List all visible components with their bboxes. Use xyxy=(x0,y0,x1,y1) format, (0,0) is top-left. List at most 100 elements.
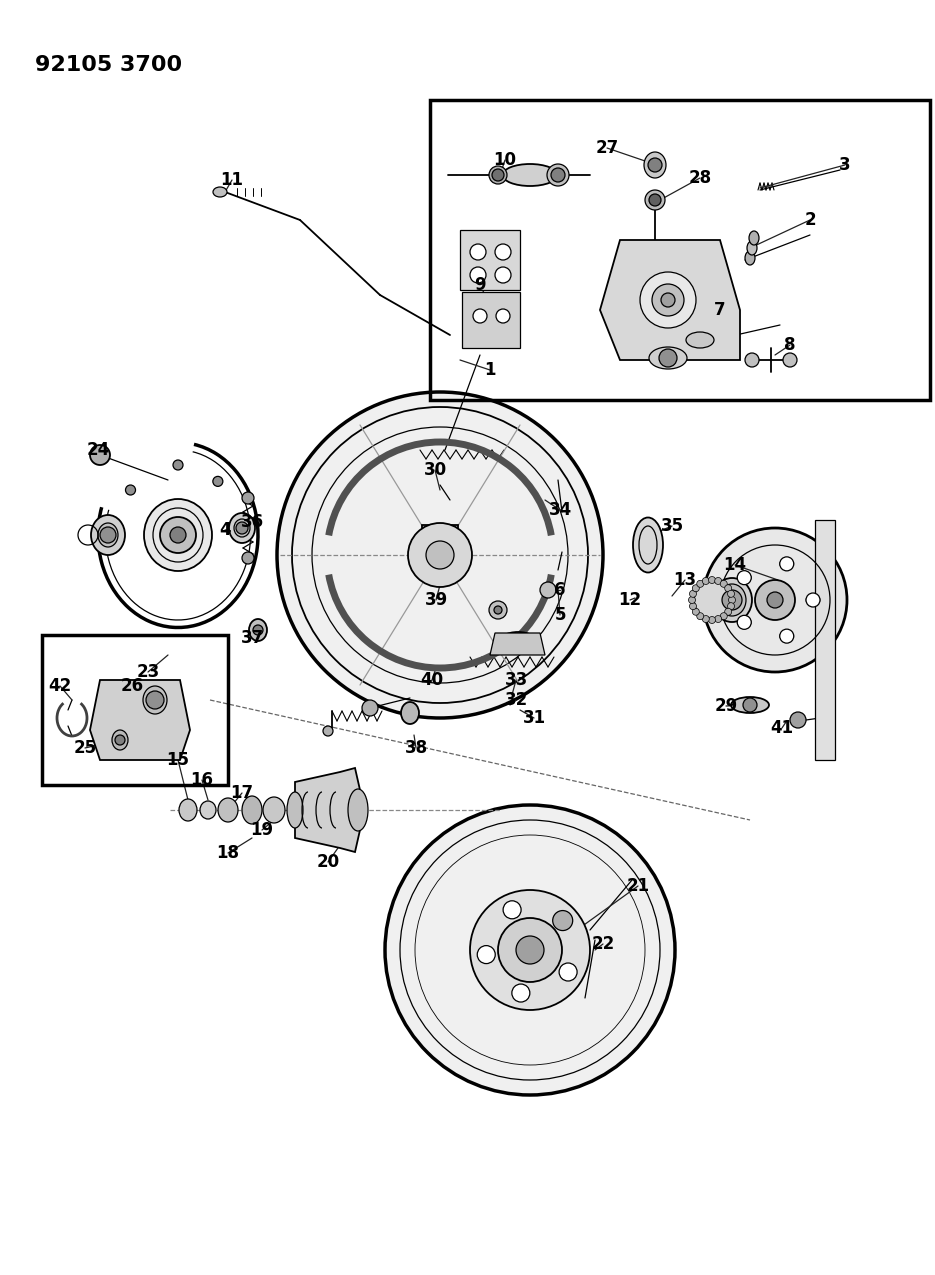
Circle shape xyxy=(780,629,794,643)
Circle shape xyxy=(362,700,378,717)
Text: 39: 39 xyxy=(424,592,448,609)
Text: 3: 3 xyxy=(840,156,851,173)
Circle shape xyxy=(714,616,722,622)
Text: 38: 38 xyxy=(405,740,427,757)
Ellipse shape xyxy=(806,595,820,606)
Circle shape xyxy=(489,601,507,618)
Circle shape xyxy=(649,194,661,207)
Text: 42: 42 xyxy=(49,677,72,695)
Ellipse shape xyxy=(263,797,285,822)
Ellipse shape xyxy=(644,152,666,179)
Circle shape xyxy=(496,309,510,323)
Circle shape xyxy=(659,349,677,367)
Ellipse shape xyxy=(98,523,118,547)
Text: 6: 6 xyxy=(554,581,566,599)
Text: 41: 41 xyxy=(770,719,794,737)
Circle shape xyxy=(115,734,125,745)
Ellipse shape xyxy=(200,801,216,819)
Circle shape xyxy=(689,590,697,597)
Circle shape xyxy=(727,590,735,597)
Ellipse shape xyxy=(287,792,303,827)
Text: 36: 36 xyxy=(240,513,264,530)
Ellipse shape xyxy=(229,513,255,543)
Ellipse shape xyxy=(502,164,557,186)
Polygon shape xyxy=(462,292,520,348)
Circle shape xyxy=(553,910,573,931)
Text: 20: 20 xyxy=(316,853,339,871)
Circle shape xyxy=(100,527,116,543)
Text: 92105 3700: 92105 3700 xyxy=(35,55,182,75)
Circle shape xyxy=(213,477,223,486)
Circle shape xyxy=(652,284,684,316)
Ellipse shape xyxy=(745,251,755,265)
Circle shape xyxy=(495,266,511,283)
Ellipse shape xyxy=(645,190,665,210)
Text: 11: 11 xyxy=(221,171,243,189)
Text: 40: 40 xyxy=(421,671,443,688)
Circle shape xyxy=(692,585,699,592)
Circle shape xyxy=(689,603,697,609)
Ellipse shape xyxy=(712,578,752,622)
Circle shape xyxy=(477,946,496,964)
Circle shape xyxy=(277,391,603,718)
Ellipse shape xyxy=(745,353,759,367)
Text: 29: 29 xyxy=(714,697,738,715)
Circle shape xyxy=(703,528,847,672)
Ellipse shape xyxy=(234,519,250,537)
Ellipse shape xyxy=(179,799,197,821)
Text: 21: 21 xyxy=(626,877,650,895)
Ellipse shape xyxy=(783,353,797,367)
Circle shape xyxy=(170,527,186,543)
Text: 10: 10 xyxy=(494,150,516,170)
Circle shape xyxy=(640,272,696,328)
Text: 27: 27 xyxy=(596,139,619,157)
Text: 33: 33 xyxy=(504,671,527,688)
Circle shape xyxy=(495,244,511,260)
Text: 31: 31 xyxy=(523,709,545,727)
Bar xyxy=(422,525,458,555)
Circle shape xyxy=(714,578,722,584)
Ellipse shape xyxy=(242,796,262,824)
Text: 7: 7 xyxy=(714,301,726,319)
Circle shape xyxy=(516,936,544,964)
Text: 2: 2 xyxy=(804,210,816,229)
Circle shape xyxy=(470,244,486,260)
Ellipse shape xyxy=(348,789,368,831)
Text: 28: 28 xyxy=(688,170,712,187)
Circle shape xyxy=(470,890,590,1010)
Circle shape xyxy=(236,521,248,534)
Ellipse shape xyxy=(91,515,125,555)
Circle shape xyxy=(125,484,136,495)
Text: 14: 14 xyxy=(724,556,746,574)
Circle shape xyxy=(426,541,454,569)
Text: 16: 16 xyxy=(191,771,213,789)
Circle shape xyxy=(253,625,263,635)
Circle shape xyxy=(702,616,710,622)
Circle shape xyxy=(743,697,757,711)
Circle shape xyxy=(385,805,675,1095)
Bar xyxy=(42,635,228,785)
Text: 13: 13 xyxy=(673,571,697,589)
Polygon shape xyxy=(295,768,360,852)
Ellipse shape xyxy=(249,618,267,641)
Text: 24: 24 xyxy=(86,441,109,459)
Ellipse shape xyxy=(503,636,533,650)
Circle shape xyxy=(720,580,727,588)
Ellipse shape xyxy=(323,725,333,736)
Ellipse shape xyxy=(498,632,538,654)
Circle shape xyxy=(728,597,736,603)
Circle shape xyxy=(702,578,710,584)
Text: 30: 30 xyxy=(424,462,447,479)
Ellipse shape xyxy=(780,631,794,641)
Ellipse shape xyxy=(143,686,167,714)
Circle shape xyxy=(722,590,742,609)
Text: 8: 8 xyxy=(784,337,796,354)
Ellipse shape xyxy=(112,731,128,750)
Text: 37: 37 xyxy=(240,629,264,646)
Circle shape xyxy=(790,711,806,728)
Circle shape xyxy=(494,606,502,615)
Bar xyxy=(430,99,930,400)
Polygon shape xyxy=(815,520,835,760)
Text: 32: 32 xyxy=(504,691,527,709)
Circle shape xyxy=(806,593,820,607)
